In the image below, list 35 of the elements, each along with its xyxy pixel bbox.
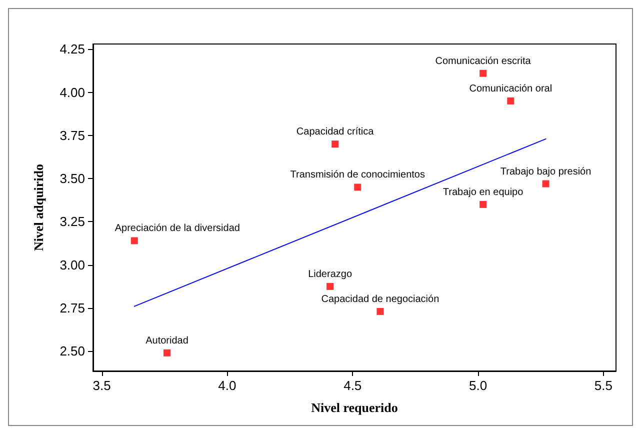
annotation: Transmisión de conocimientos bbox=[290, 170, 425, 181]
annotation: Trabajo en equipo bbox=[442, 186, 524, 198]
point bbox=[507, 97, 514, 104]
point bbox=[354, 184, 362, 191]
y-tick-label: 3.25 bbox=[60, 214, 85, 230]
point bbox=[542, 180, 550, 188]
y-tick-label: 4.00 bbox=[60, 84, 85, 100]
x-tick-label: 3.5 bbox=[92, 378, 111, 393]
annotation: Capacidad crítica bbox=[296, 126, 374, 138]
point bbox=[480, 200, 487, 208]
x-tick-label: 4.5 bbox=[344, 378, 362, 393]
y-tick-label: 2.50 bbox=[60, 344, 85, 359]
x-axis-title: Nivel requerido bbox=[311, 400, 398, 415]
x-tick-label: 4.0 bbox=[218, 378, 236, 393]
point bbox=[130, 237, 138, 244]
point bbox=[480, 70, 487, 77]
x-tick-label: 5.0 bbox=[469, 378, 488, 393]
y-tick-label: 3.75 bbox=[60, 128, 85, 143]
annotation: Autoridad bbox=[146, 335, 188, 346]
annotation: Comunicación oral bbox=[469, 83, 552, 94]
point bbox=[164, 349, 170, 356]
annotation: Comunicación escrita bbox=[435, 56, 532, 67]
y-tick-label: 4.25 bbox=[60, 42, 85, 57]
point bbox=[332, 140, 339, 148]
y-tick-label: 2.75 bbox=[60, 300, 85, 316]
y-tick-label: 3.00 bbox=[60, 257, 85, 272]
annotation: Capacidad de negociación bbox=[321, 294, 440, 305]
annotation: Liderazgo bbox=[308, 268, 352, 280]
x-tick-label: 5.5 bbox=[594, 378, 612, 393]
y-axis-title: Nivel adquirido bbox=[31, 164, 46, 252]
point bbox=[376, 308, 384, 315]
annotation: Apreciación de la diversidad bbox=[114, 223, 240, 234]
annotation: Trabajo bajo presión bbox=[500, 166, 592, 178]
y-tick-label: 3.50 bbox=[60, 171, 85, 186]
point bbox=[326, 282, 334, 290]
